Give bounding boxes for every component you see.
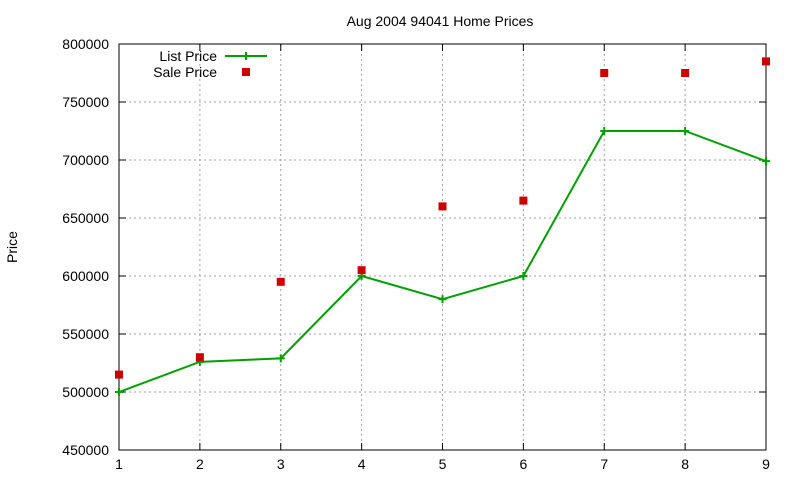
x-tick-label: 2 [196,456,204,472]
legend-label: Sale Price [153,64,217,80]
sale-price-point [115,370,123,379]
legend-label: List Price [159,48,217,64]
legend-plus-marker [242,52,250,60]
list-price-point [519,272,528,280]
series-layer [115,57,770,396]
x-tick-label: 3 [277,456,285,472]
y-tick-label: 600000 [62,268,109,284]
x-tick-label: 9 [762,456,770,472]
y-tick-label: 650000 [62,210,109,226]
x-tick-label: 4 [358,456,366,472]
list-price-point [276,354,285,363]
list-price-point [115,388,123,396]
y-tick-label: 750000 [62,94,109,110]
axes: 450000 500000 550000 600000 650000 700000 7500… [62,36,770,472]
sale-price-point [357,266,366,275]
x-tick-label: 7 [600,456,608,472]
y-tick-label: 700000 [62,152,109,168]
chart-title: Aug 2004 94041 Home Prices [347,13,534,29]
x-tick-label: 8 [681,456,689,472]
sale-price-point [681,69,690,77]
x-tick-label: 6 [519,456,527,472]
x-tick-label: 5 [439,456,447,472]
series-0 [115,127,770,396]
x-tick-label: 1 [115,456,123,472]
sale-price-point [438,202,447,211]
y-tick-label: 450000 [62,442,109,458]
list-price-point [600,127,609,135]
list-price-point [438,295,447,304]
series-1 [115,57,770,379]
sale-price-point [600,69,609,77]
grid [119,44,766,450]
y-tick-label: 550000 [62,326,109,342]
sale-price-point [195,353,204,362]
sale-price-point [762,57,770,66]
list-price-point [681,127,690,135]
legend-square-marker [242,68,250,76]
y-tick-label: 500000 [62,384,109,400]
sale-price-point [519,196,528,205]
plot-border [118,43,767,451]
y-tick-label: 800000 [62,36,109,52]
list-price-point [762,157,770,166]
sale-price-point [276,277,285,286]
y-axis-label: Price [4,231,20,263]
